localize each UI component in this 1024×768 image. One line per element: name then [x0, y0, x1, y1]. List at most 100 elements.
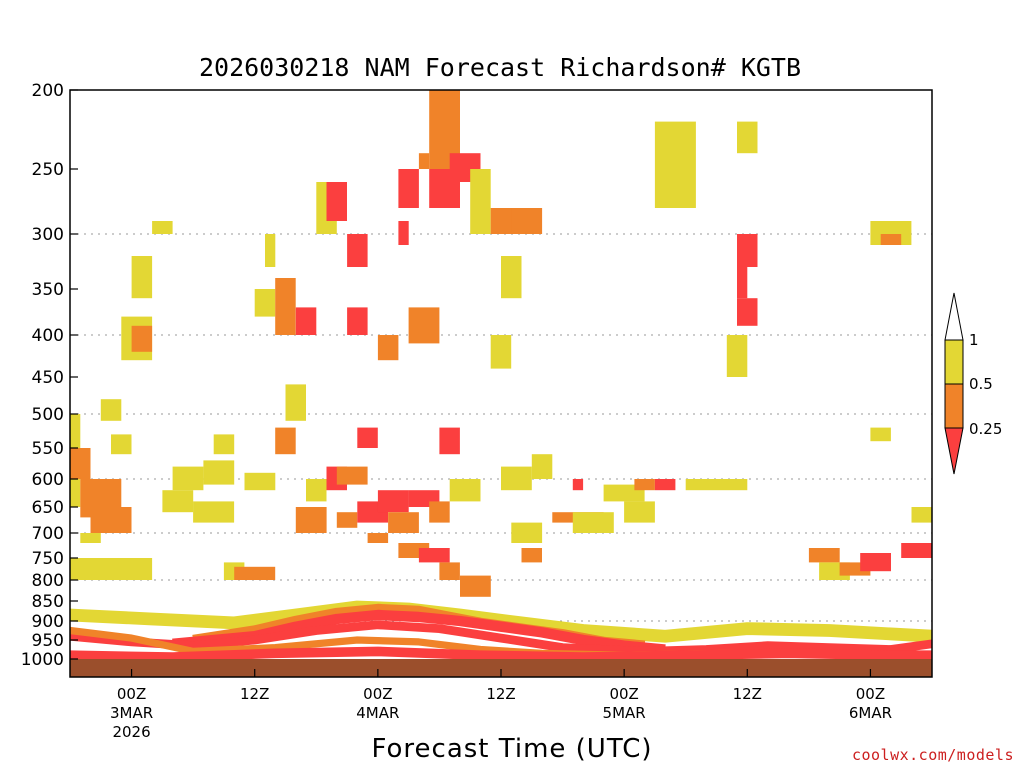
ri-cell-yellow: [726, 335, 748, 377]
ri-cell-orange: [418, 153, 430, 169]
boundary-layer-bands: [69, 600, 933, 662]
ri-cell-yellow: [737, 121, 758, 154]
ri-cell-red: [326, 182, 347, 221]
y-axis: 200 250 300 350 400 450 500 550 600 650 700 7508008…: [21, 81, 78, 670]
x-tick-label: 6MAR: [849, 704, 892, 722]
ri-cell-red: [418, 548, 450, 563]
ri-cell-red: [737, 234, 758, 267]
ri-cell-yellow: [306, 479, 327, 502]
x-tick-label: 12Z: [486, 685, 515, 703]
ri-cell-orange: [377, 335, 399, 361]
ri-cell-yellow: [100, 399, 122, 421]
ri-cell-yellow: [511, 522, 543, 543]
y-tick-label: 350: [32, 280, 64, 300]
y-tick-label: 650: [32, 498, 64, 518]
legend-bin-0.25-0.5: [944, 383, 964, 429]
ri-cell-yellow: [203, 460, 235, 485]
ground-surface: [70, 659, 932, 677]
plot-area: [69, 89, 933, 678]
x-tick-label: 2026: [112, 723, 150, 741]
y-tick-label: 800: [32, 571, 64, 591]
plot-background: [70, 90, 932, 677]
ri-cell-orange: [880, 234, 902, 245]
ri-cell-orange: [275, 427, 296, 455]
x-axis-label: Forecast Time (UTC): [371, 734, 652, 764]
pbl-band-red: [172, 609, 666, 655]
ri-cell-yellow: [152, 221, 173, 234]
ri-cell-yellow: [172, 466, 204, 491]
ri-cell-yellow: [490, 335, 512, 369]
ri-cell-red: [347, 234, 368, 267]
ri-cell-yellow: [603, 484, 645, 502]
ri-cell-yellow: [531, 454, 553, 479]
ri-cell-red: [439, 427, 460, 455]
ri-cell-orange: [90, 507, 132, 533]
x-tick-label: 12Z: [240, 685, 269, 703]
x-tick-label: 00Z: [363, 685, 392, 703]
x-tick-label: 12Z: [733, 685, 762, 703]
ri-cell-orange: [295, 507, 327, 533]
ri-cell-red: [357, 427, 378, 448]
ri-cell-yellow: [131, 256, 153, 299]
y-tick-label: 1000: [21, 650, 64, 670]
ri-cell-yellow: [254, 289, 276, 317]
y-tick-label: 600: [32, 470, 64, 490]
y-tick-label: 450: [32, 368, 64, 388]
ri-cell-orange: [234, 566, 276, 580]
x-tick-label: 00Z: [609, 685, 638, 703]
ri-cell-orange: [336, 466, 368, 485]
ri-cell-yellow: [285, 384, 306, 421]
pbl-band-red: [69, 620, 933, 656]
richardson-cells: [70, 90, 932, 597]
ri-cell-yellow: [80, 533, 101, 543]
ri-cell-yellow: [654, 121, 696, 208]
ri-cell-orange: [439, 562, 460, 580]
ri-cell-yellow: [911, 507, 932, 523]
y-tick-label: 400: [32, 326, 64, 346]
x-tick-label: 5MAR: [603, 704, 646, 722]
ri-cell-yellow: [162, 490, 194, 513]
ri-cell-yellow: [572, 512, 614, 533]
y-tick-label: 200: [32, 81, 64, 101]
ri-cell-yellow: [70, 558, 153, 580]
colorbar-legend: 1 0.5 0.25: [944, 292, 1002, 475]
y-tick-label: 950: [32, 631, 64, 651]
ri-cell-orange: [634, 479, 655, 491]
ri-cell-yellow: [449, 479, 481, 502]
ri-cell-red: [737, 298, 758, 326]
ri-cell-orange: [521, 548, 542, 563]
ri-cell-yellow: [193, 501, 235, 523]
ri-cell-red: [398, 221, 409, 245]
x-tick-label: 3MAR: [110, 704, 153, 722]
y-tick-label: 550: [32, 439, 64, 459]
ri-cell-red: [295, 307, 317, 335]
legend-label-0.25: 0.25: [969, 420, 1002, 438]
ri-cell-orange: [131, 325, 153, 352]
x-tick-label: 4MAR: [356, 704, 399, 722]
y-tick-label: 900: [32, 612, 64, 632]
ri-cell-yellow: [470, 169, 491, 234]
y-tick-label: 250: [32, 160, 64, 180]
ri-cell-red: [901, 543, 932, 558]
chart-title: 2026030218 NAM Forecast Richardson# KGTB: [199, 53, 801, 82]
y-tick-label: 500: [32, 405, 64, 425]
credit-link[interactable]: coolwx.com/models: [852, 746, 1014, 764]
ri-cell-orange: [511, 208, 543, 234]
ri-cell-yellow: [685, 479, 748, 491]
ri-cell-yellow: [624, 501, 655, 523]
ri-cell-red: [377, 490, 409, 513]
x-tick-label: 00Z: [856, 685, 885, 703]
legend-label-1: 1: [969, 331, 979, 349]
ri-cell-yellow: [501, 256, 522, 299]
legend-bin-0.5-1: [944, 339, 964, 385]
y-tick-label: 700: [32, 524, 64, 544]
ri-cell-orange: [429, 501, 450, 523]
ri-cell-yellow: [213, 434, 235, 455]
ri-cell-orange: [70, 448, 91, 479]
y-tick-label: 750: [32, 549, 64, 569]
ri-cell-yellow: [111, 434, 132, 455]
ri-cell-orange: [388, 512, 419, 533]
ri-cell-yellow: [501, 466, 532, 491]
